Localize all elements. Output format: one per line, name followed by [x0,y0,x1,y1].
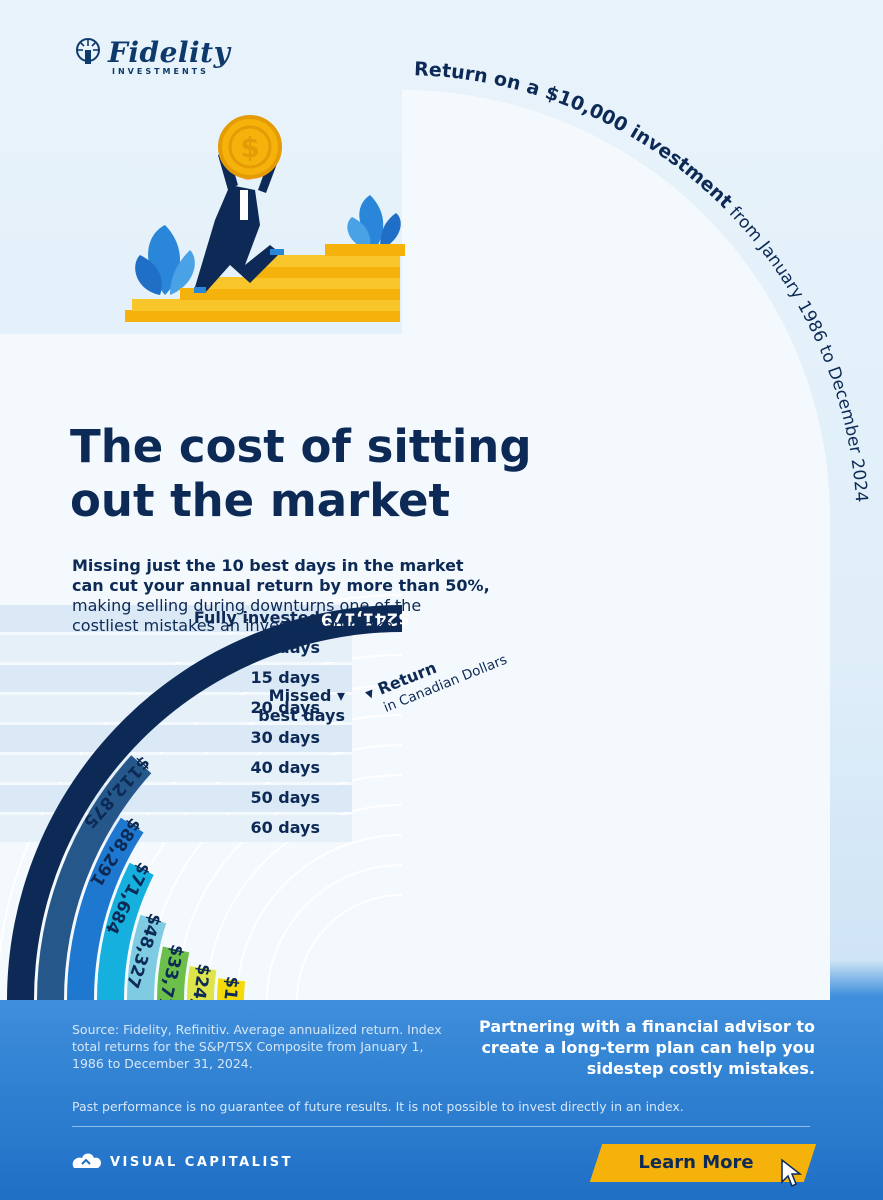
missed-days-header: Missed ▾ best days [205,686,345,726]
bar-20-days [97,862,352,1000]
leaf-icon [347,195,401,250]
bar-10-days [37,755,352,1000]
bar-fully-invested [7,605,402,1000]
cursor-icon [781,1158,803,1188]
row-track [0,755,352,782]
row-label: 60 days [250,818,320,837]
svg-text:$: $ [240,131,259,164]
row-label: 50 days [250,788,320,807]
guide-ring [206,804,403,1000]
row-label: 40 days [250,758,320,777]
row-label: 30 days [250,728,320,747]
bar-60-days [217,978,352,1000]
row-label: 15 days [250,668,320,687]
radial-chart: $18,084$24,417$33,772$48,327$71,684$88,2… [0,58,871,1000]
row-label: Fully invested [193,608,320,627]
row-label: 10 days [250,638,320,657]
brand-sub: INVESTMENTS [112,67,209,76]
cta-text: Partnering with a financial advisor to c… [479,1017,815,1078]
intro-rest: making selling during downturns one of t… [72,596,422,635]
bar-50-days [187,965,352,1000]
coins-illustration: $ [125,115,405,322]
bar-30-days [127,914,352,1000]
intro-text: Missing just the 10 best days in the mar… [72,556,492,636]
visual-capitalist-logo-icon [72,1153,101,1168]
missed-header-line2: best days [258,706,345,725]
row-track [0,725,352,752]
fidelity-logo-icon [76,38,100,64]
missed-header-line1: Missed ▾ [268,686,345,705]
footer-divider [72,1126,810,1127]
row-label: 20 days [250,698,320,717]
learn-more-label[interactable]: Learn More [638,1152,754,1173]
source-note: Source: Fidelity, Refinitiv. Average ann… [72,1022,442,1071]
guide-ring [236,834,403,1000]
brand-name: Fidelity [108,36,231,69]
visual-capitalist-brand: VISUAL CAPITALIST [110,1155,294,1170]
intro-bold: Missing just the 10 best days in the mar… [72,556,490,595]
return-header: ▾ Return in Canadian Dollars [362,652,509,716]
guide-ring [296,894,403,1000]
page-title: The cost of sitting out the market [70,420,532,527]
disclaimer: Past performance is no guarantee of futu… [72,1099,684,1114]
dollar-coin-icon: $ [218,115,282,179]
coin-stack [125,244,405,322]
bar-40-days [157,946,352,1000]
bar-value-label: $241,179 [321,609,410,629]
leaf-icon [135,225,195,295]
guide-ring [266,864,403,1000]
